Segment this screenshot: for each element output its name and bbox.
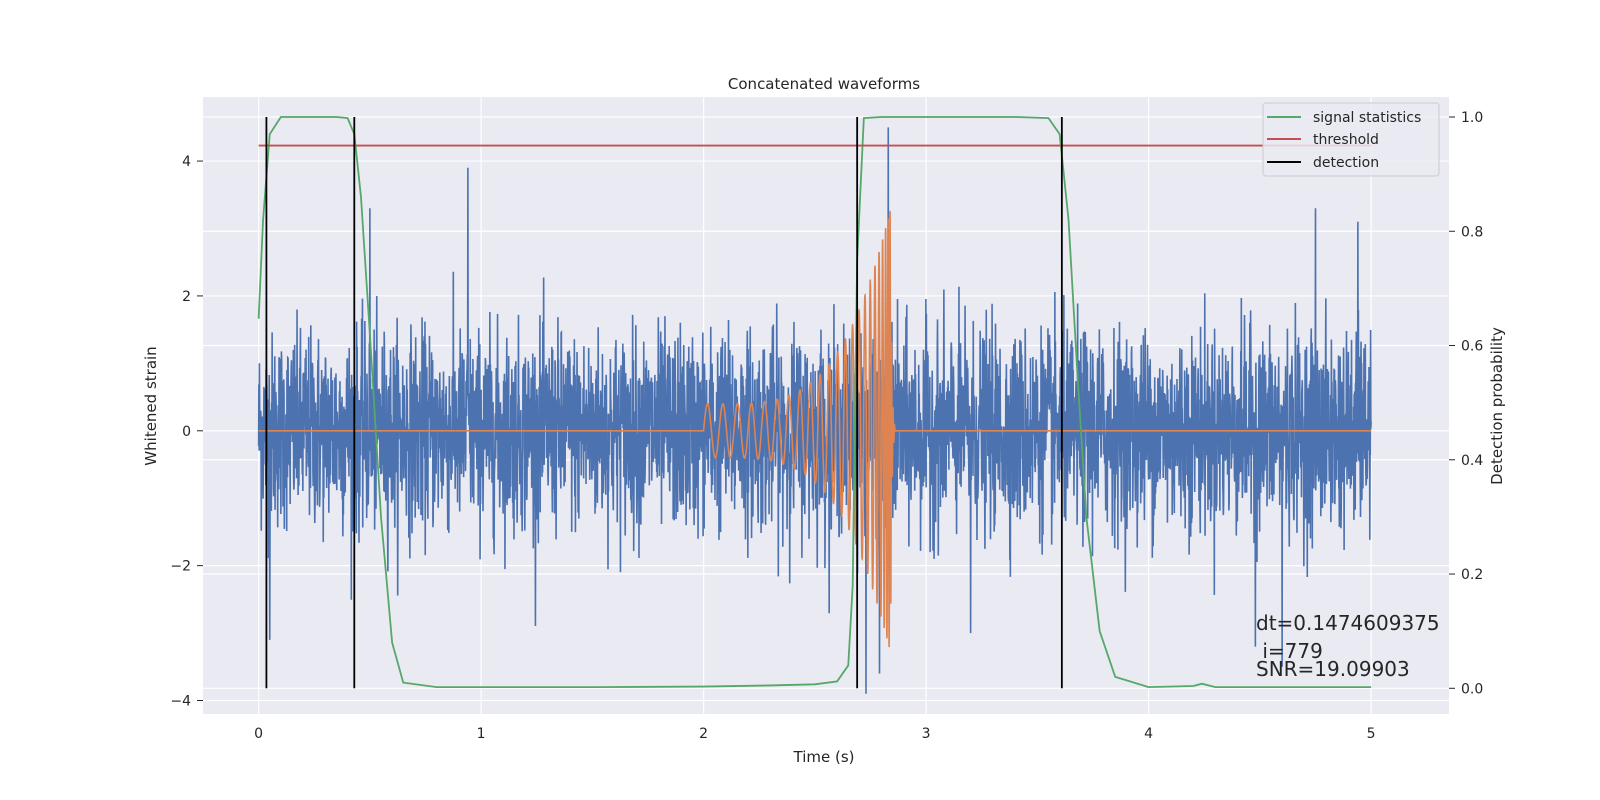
y2-tick-label-1: 0.2 xyxy=(1461,567,1483,583)
legend: signal statistics threshold detection xyxy=(1262,102,1440,177)
template-series-line xyxy=(258,210,1372,648)
y2-tick-label-2: 0.4 xyxy=(1461,453,1483,469)
y-axis-label: Whitened strain xyxy=(142,346,160,465)
x-tick-label-0: 0 xyxy=(254,726,263,742)
annotation-index: i=779 xyxy=(1256,639,1323,663)
x-tick-label-4: 4 xyxy=(1144,726,1153,742)
y-tick-label-3: 2 xyxy=(182,289,191,305)
legend-label-threshold: threshold xyxy=(1313,132,1379,148)
y2-tick-label-5: 1.0 xyxy=(1461,110,1483,126)
y2-tick-label-4: 0.8 xyxy=(1461,224,1483,240)
y-tick-label-1: −2 xyxy=(170,559,191,575)
y-tick-label-2: 0 xyxy=(182,424,191,440)
y-ticks: −4 −2 0 2 4 xyxy=(170,154,203,710)
annotation-dt: dt=0.1474609375 xyxy=(1256,611,1440,635)
x-tick-label-2: 2 xyxy=(699,726,708,742)
strain-series-line xyxy=(257,127,1372,694)
legend-label-signal-statistics: signal statistics xyxy=(1313,110,1421,126)
y2-tick-label-0: 0.0 xyxy=(1461,681,1483,697)
x-axis-label: Time (s) xyxy=(793,748,855,766)
y-tick-label-4: 4 xyxy=(182,154,191,170)
x-tick-label-1: 1 xyxy=(477,726,486,742)
legend-box xyxy=(1262,102,1440,177)
x-ticks: 0 1 2 3 4 5 xyxy=(254,726,1375,742)
legend-label-detection: detection xyxy=(1313,155,1379,171)
signal-statistics-line xyxy=(257,116,1372,689)
y2-ticks: 0.0 0.2 0.4 0.6 0.8 1.0 xyxy=(1449,110,1483,697)
y2-tick-label-3: 0.6 xyxy=(1461,339,1483,355)
plot-area xyxy=(257,116,1372,694)
y2-axis-label: Detection probability xyxy=(1488,327,1506,485)
y-tick-label-0: −4 xyxy=(170,694,191,710)
detection-lines xyxy=(265,116,1063,689)
x-tick-label-3: 3 xyxy=(922,726,931,742)
x-tick-label-5: 5 xyxy=(1367,726,1376,742)
annotation-snr: SNR=19.09903 xyxy=(1256,657,1410,681)
chart-title: Concatenated waveforms xyxy=(728,75,920,93)
